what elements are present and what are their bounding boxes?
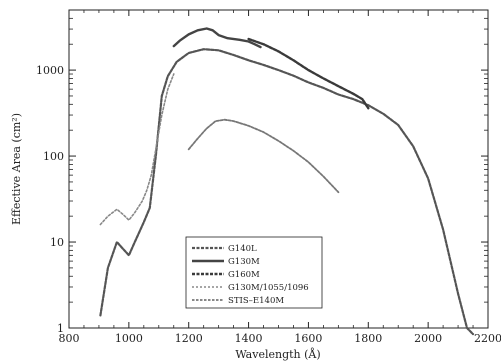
series-line-g140l — [99, 48, 475, 336]
series-line-g130m — [172, 27, 262, 49]
x-axis: 800 1000 1200 1400 1600 1800 2000 2200 — [59, 10, 501, 345]
series-layer — [99, 27, 475, 336]
series-line-g130m-1055-1096 — [99, 73, 175, 226]
y-tick-label: 1000 — [36, 64, 64, 77]
x-tick-label: 2000 — [414, 332, 442, 345]
legend-label-g130m-1055-1096: G130M/1055/1096 — [228, 283, 309, 293]
legend-box — [185, 236, 323, 309]
series-line-g160m — [247, 37, 370, 110]
y-axis: 1 10 100 1000 — [36, 9, 488, 335]
x-axis-title: Wavelength (Å) — [235, 347, 320, 361]
legend-entries: G140L G130M G160M G130M/1055/1096 STIS–E140M — [192, 244, 309, 306]
legend: G140L G130M G160M G130M/1055/1096 STIS–E140M — [185, 236, 323, 309]
x-tick-label: 1400 — [235, 332, 263, 345]
y-tick-label: 100 — [43, 150, 64, 163]
legend-label-g160m: G160M — [228, 270, 260, 280]
x-tick-label: 1800 — [354, 332, 382, 345]
legend-label-g130m: G130M — [228, 257, 260, 267]
x-tick-label: 1000 — [115, 332, 143, 345]
x-tick-label: 1600 — [294, 332, 322, 345]
legend-label-g140l: G140L — [228, 244, 257, 254]
y-tick-label: 10 — [50, 236, 64, 249]
x-tick-label: 1200 — [175, 332, 203, 345]
y-axis-title: Effective Area (cm²) — [10, 113, 23, 225]
x-tick-label: 2200 — [474, 332, 501, 345]
x-tick-label: 800 — [59, 332, 80, 345]
legend-label-stis-e140m: STIS–E140M — [228, 296, 284, 306]
series-line-stis-e140m — [187, 118, 340, 194]
y-tick-label: 1 — [57, 322, 64, 335]
